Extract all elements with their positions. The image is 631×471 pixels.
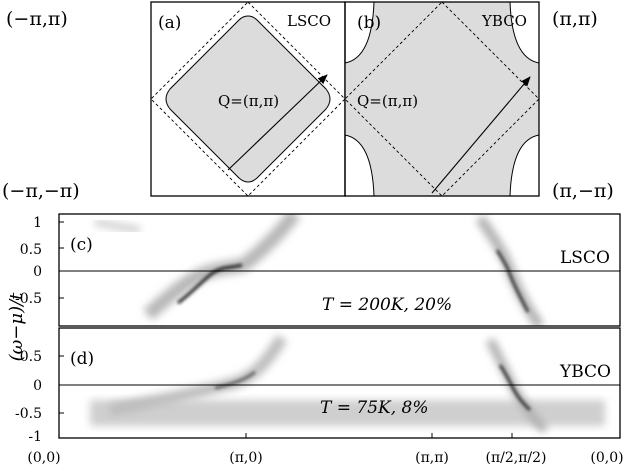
panel-c-tag: (c) xyxy=(70,235,93,255)
panel-d-tag: (d) xyxy=(70,349,94,369)
panel-c-ytick-0.5: 0.5 xyxy=(20,242,42,258)
panel-d-dispersion-wide xyxy=(108,334,288,416)
panel-d-ytick-0.5: 0.5 xyxy=(20,349,42,365)
xtick-pi-pi: (π,π) xyxy=(415,450,449,466)
panel-b: (b) YBCO Q=(π,π) xyxy=(344,1,540,197)
panel-c-dispersion-faint xyxy=(94,218,141,234)
xtick-gamma-start: (0,0) xyxy=(27,450,60,466)
panel-d-dispersion-sharp xyxy=(214,370,256,390)
panel-c-dispersion-wide xyxy=(143,214,301,321)
panel-d-ytick--1: -1 xyxy=(28,429,42,445)
panel-c-dispersion-sharp xyxy=(177,263,243,305)
xtick-gamma-end: (0,0) xyxy=(590,450,623,466)
panel-d-material: YBCO xyxy=(559,362,611,382)
panel-b-frame xyxy=(344,1,540,197)
panel-a-material: LSCO xyxy=(287,12,331,30)
panel-d-frame xyxy=(58,327,621,439)
corner-label-top-right: (π,π) xyxy=(552,8,598,30)
xtick-pi-0: (π,0) xyxy=(229,450,262,466)
panel-b-material: YBCO xyxy=(481,12,527,30)
panel-a: (a) LSCO Q=(π,π) xyxy=(150,1,346,197)
panel-d-y-ticks: 0.5 0 -0.5 -1 xyxy=(15,349,64,445)
panel-d-ytick--0.5: -0.5 xyxy=(15,406,42,422)
corner-label-bottom-right: (π,−π) xyxy=(552,180,614,202)
panel-b-dashed-diamond xyxy=(345,2,539,196)
panel-a-tag: (a) xyxy=(158,13,181,33)
panel-c-ytick-1: 1 xyxy=(33,215,42,231)
panel-a-q-arrow xyxy=(227,74,328,171)
corner-label-top-left: (−π,π) xyxy=(6,8,68,30)
panel-d-nodal-sharp xyxy=(498,364,531,411)
panel-c-condition: T = 200K, 20% xyxy=(322,295,452,315)
panel-c-y-ticks: 1 0.5 0 -0.5 xyxy=(15,215,64,307)
panel-c-nodal-wide xyxy=(475,215,545,326)
panel-c-ytick-0: 0 xyxy=(33,264,42,280)
panel-c-nodal-sharp xyxy=(495,249,530,313)
panel-b-q-arrow xyxy=(431,76,531,194)
x-axis: (0,0) (π,0) (π,π) (π/2,π/2) (0,0) xyxy=(27,433,624,466)
panel-a-dashed-diamond xyxy=(151,2,345,196)
spectral-ylabel: (ω−μ)/t xyxy=(6,292,27,362)
panel-d-ytick-0: 0 xyxy=(33,378,42,394)
panel-b-q-label: Q=(π,π) xyxy=(357,92,418,110)
corner-label-bottom-left: (−π,−π) xyxy=(2,180,80,202)
panel-b-tag: (b) xyxy=(357,13,381,33)
panel-d-condition: T = 75K, 8% xyxy=(320,398,429,418)
panel-c-material: LSCO xyxy=(560,248,610,268)
panel-c-frame xyxy=(58,213,621,327)
panel-d: (d) YBCO T = 75K, 8% 0.5 0 -0.5 -1 xyxy=(15,327,621,445)
panel-a-q-label: Q=(π,π) xyxy=(218,92,279,110)
panel-c: (c) LSCO T = 200K, 20% 1 0.5 0 -0.5 xyxy=(15,213,621,327)
lsco-fermi-surface xyxy=(165,15,331,183)
panel-c-ytick--0.5: -0.5 xyxy=(15,291,42,307)
xtick-pi2-pi2: (π/2,π/2) xyxy=(485,450,546,466)
